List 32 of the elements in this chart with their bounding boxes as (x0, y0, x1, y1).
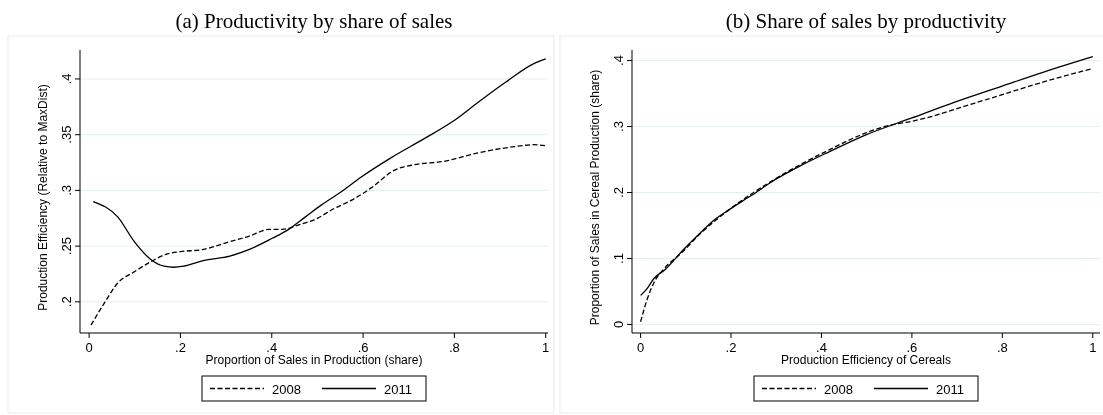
y-tick-label: .35 (59, 125, 74, 144)
x-tick-label: 0 (85, 340, 93, 355)
x-axis-title: Production Efficiency of Cereals (781, 353, 951, 367)
legend-label: 2011 (936, 381, 964, 397)
y-tick-label: .4 (611, 55, 626, 66)
chart-title: (a) Productivity by share of sales (175, 9, 453, 33)
y-tick-label: .2 (59, 296, 74, 308)
x-tick-label: .4 (266, 340, 278, 355)
x-tick-label: .6 (357, 340, 369, 355)
x-tick-label: .4 (816, 340, 827, 355)
x-tick-label: 0 (636, 340, 645, 355)
y-tick-label: .1 (611, 253, 626, 264)
legend-label: 2008 (824, 381, 853, 397)
legend-label: 2008 (272, 381, 301, 397)
x-tick-label: .2 (725, 340, 737, 355)
y-tick-label: 0 (611, 320, 626, 329)
y-tick-label: .2 (611, 187, 626, 198)
x-tick-label: .6 (906, 340, 918, 355)
y-tick-label: .3 (611, 121, 626, 132)
y-tick-label: .4 (59, 73, 74, 85)
x-tick-label: 1 (542, 340, 550, 355)
x-tick-label: .8 (996, 340, 1008, 355)
y-tick-label: .25 (59, 237, 74, 256)
legend-label: 2011 (384, 381, 412, 397)
y-axis-title: Proportion of Sales in Cereal Production (share) (588, 69, 602, 326)
x-tick-label: .8 (448, 340, 460, 355)
x-axis-title: Proportion of Sales in Production (share) (205, 353, 423, 367)
y-axis-title: Production Efficiency (Relative to MaxDist) (36, 84, 50, 311)
chart-title: (b) Share of sales by productivity (725, 9, 1007, 33)
x-tick-label: .2 (175, 340, 186, 355)
x-tick-label: 1 (1089, 340, 1097, 355)
y-tick-label: .3 (59, 184, 74, 196)
